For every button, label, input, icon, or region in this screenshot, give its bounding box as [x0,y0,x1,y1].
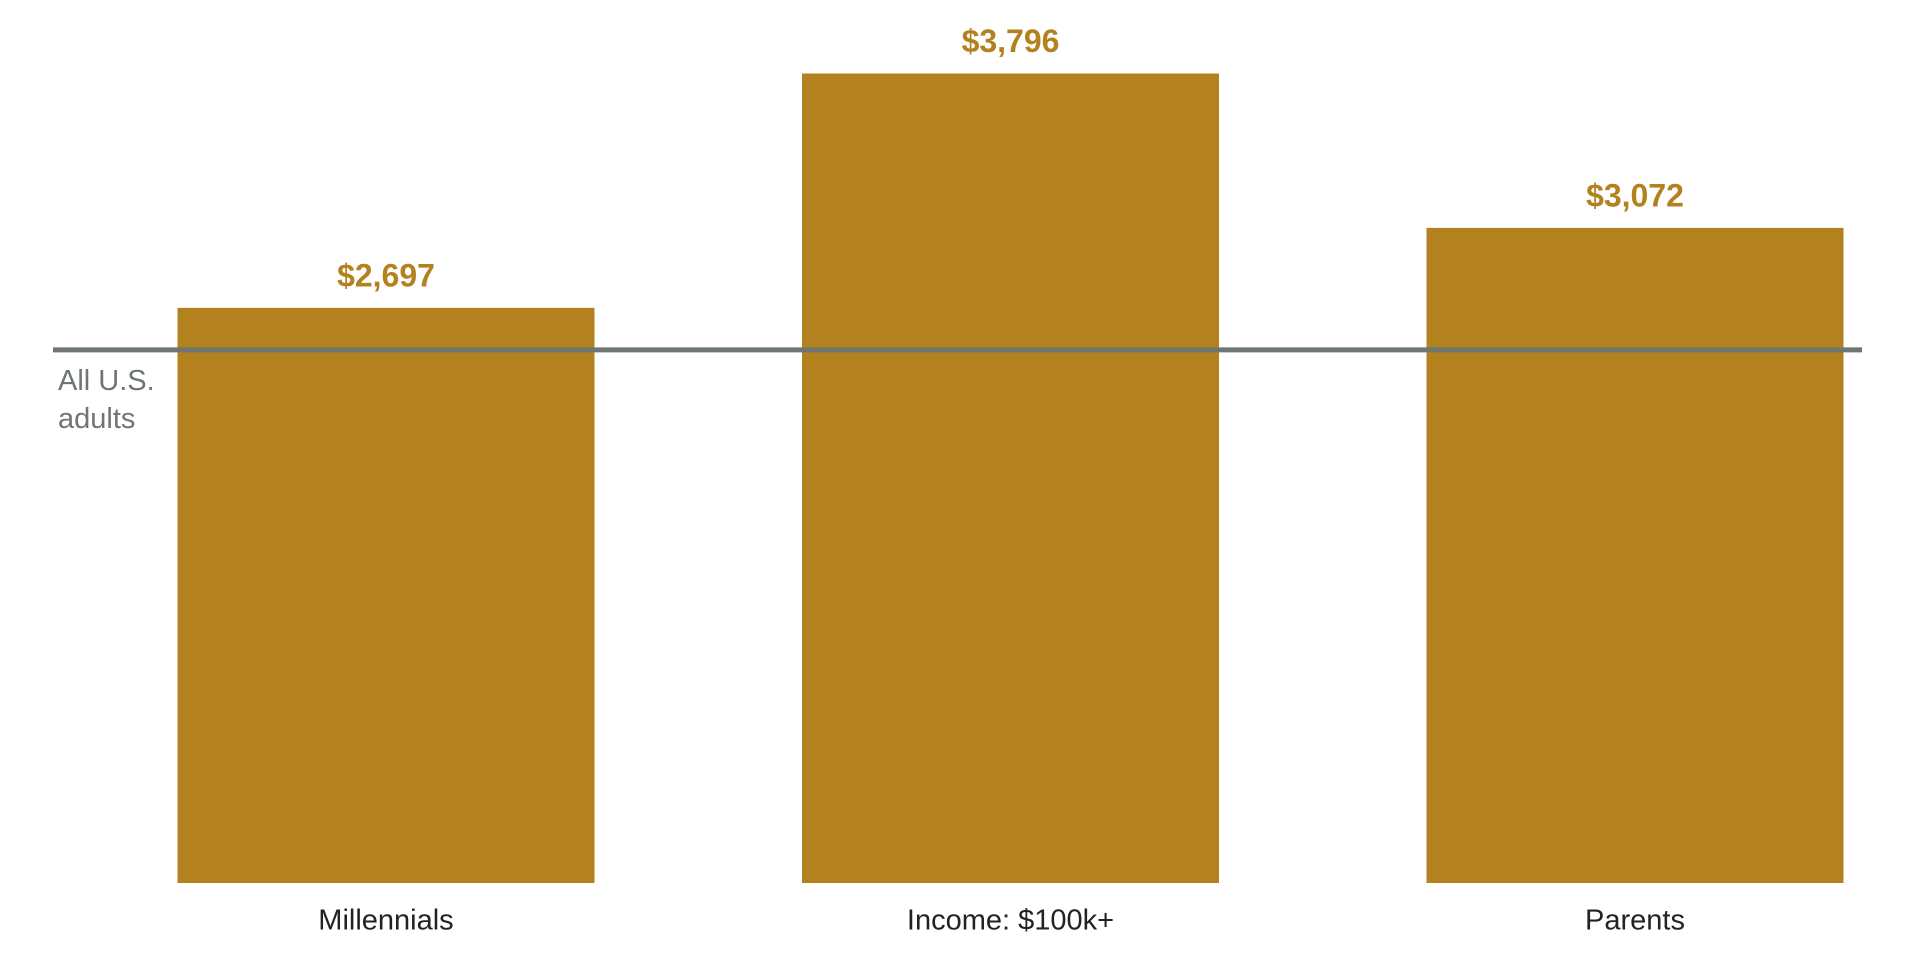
x-tick-label: Income: $100k+ [907,905,1114,937]
reference-line-label: All U.S. adults [58,364,155,435]
bar [177,307,595,883]
x-tick-label: Millennials [318,905,453,937]
bar [802,73,1219,884]
value-label: $2,697 [337,257,435,293]
x-tick-label: Parents [1585,905,1685,937]
value-label: $3,796 [962,23,1060,59]
value-label: $3,072 [1586,177,1684,213]
bar [1426,227,1844,883]
